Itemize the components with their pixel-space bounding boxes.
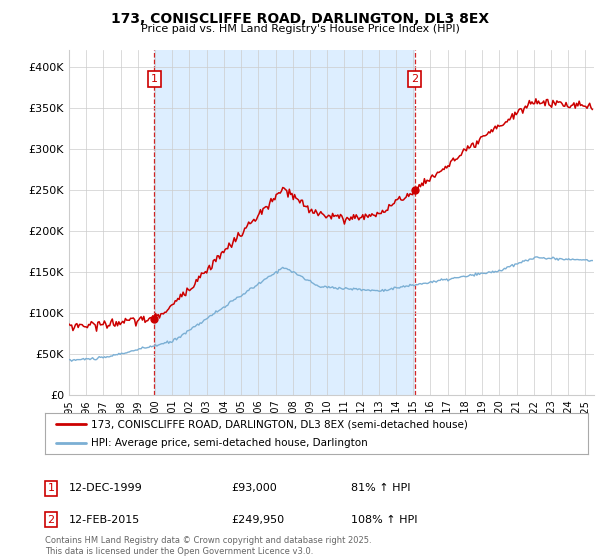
Text: £93,000: £93,000 xyxy=(231,483,277,493)
Text: 173, CONISCLIFFE ROAD, DARLINGTON, DL3 8EX: 173, CONISCLIFFE ROAD, DARLINGTON, DL3 8… xyxy=(111,12,489,26)
Text: 1: 1 xyxy=(151,74,158,84)
Text: Price paid vs. HM Land Registry's House Price Index (HPI): Price paid vs. HM Land Registry's House … xyxy=(140,24,460,34)
Text: 1: 1 xyxy=(47,483,55,493)
Text: 81% ↑ HPI: 81% ↑ HPI xyxy=(351,483,410,493)
Text: 12-DEC-1999: 12-DEC-1999 xyxy=(69,483,143,493)
Text: £249,950: £249,950 xyxy=(231,515,284,525)
Text: 12-FEB-2015: 12-FEB-2015 xyxy=(69,515,140,525)
Text: 108% ↑ HPI: 108% ↑ HPI xyxy=(351,515,418,525)
Text: 2: 2 xyxy=(47,515,55,525)
Text: 2: 2 xyxy=(411,74,418,84)
Text: HPI: Average price, semi-detached house, Darlington: HPI: Average price, semi-detached house,… xyxy=(91,438,368,447)
Text: Contains HM Land Registry data © Crown copyright and database right 2025.
This d: Contains HM Land Registry data © Crown c… xyxy=(45,536,371,556)
Bar xyxy=(154,50,415,395)
Text: 173, CONISCLIFFE ROAD, DARLINGTON, DL3 8EX (semi-detached house): 173, CONISCLIFFE ROAD, DARLINGTON, DL3 8… xyxy=(91,419,468,429)
